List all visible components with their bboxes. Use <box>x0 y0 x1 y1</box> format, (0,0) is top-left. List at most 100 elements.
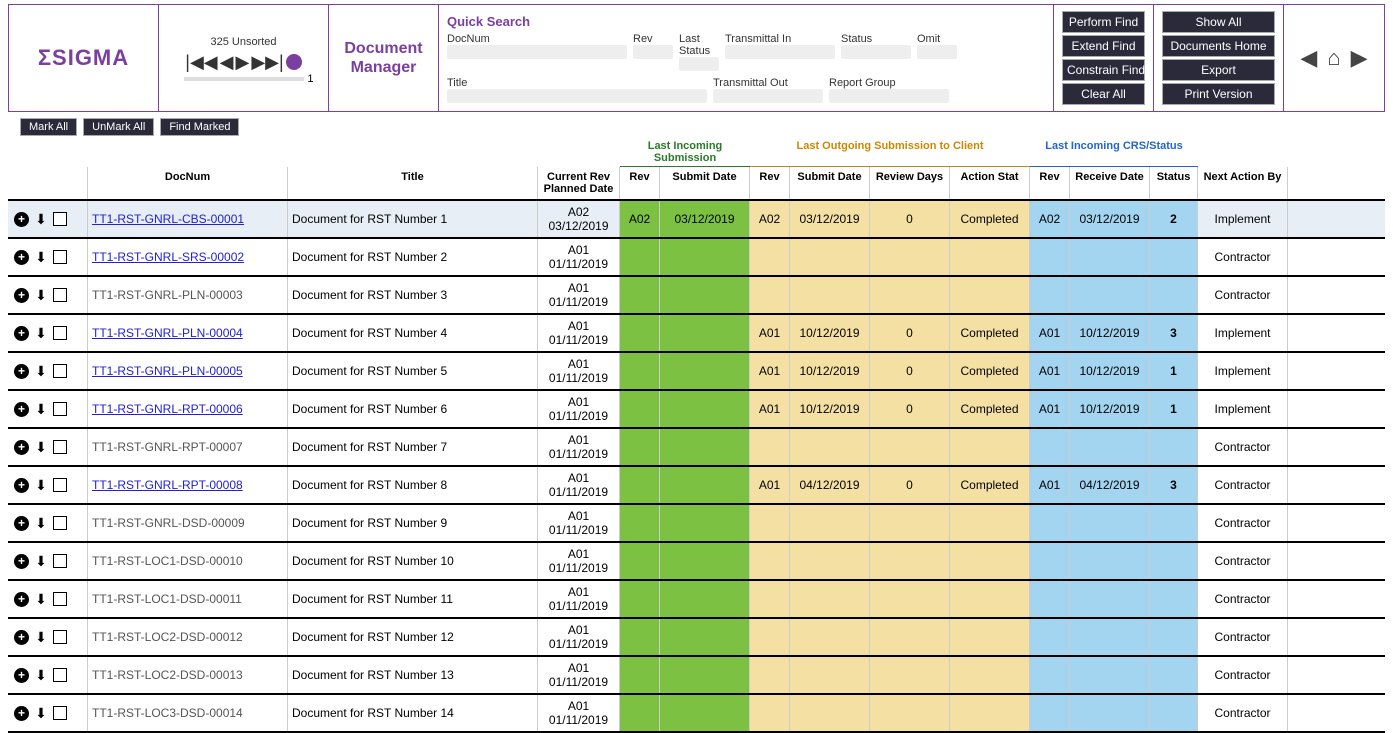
table-row[interactable]: +⬇TT1-RST-GNRL-PLN-00004Document for RST… <box>8 315 1385 353</box>
input-trans-out[interactable] <box>713 89 823 103</box>
expand-icon[interactable]: + <box>14 478 29 493</box>
table-row[interactable]: +⬇TT1-RST-GNRL-RPT-00006Document for RST… <box>8 391 1385 429</box>
expand-icon[interactable]: + <box>14 326 29 341</box>
mark-checkbox[interactable] <box>53 478 67 492</box>
mark-checkbox[interactable] <box>53 250 67 264</box>
nav-home-icon[interactable]: ⌂ <box>1327 45 1340 71</box>
col-crs-rev[interactable]: Rev <box>1030 167 1070 199</box>
nav-last-icon[interactable]: ▶▶| <box>251 52 283 73</box>
clear-all-button[interactable]: Clear All <box>1062 83 1145 105</box>
download-icon[interactable]: ⬇ <box>33 591 49 607</box>
mark-checkbox[interactable] <box>53 440 67 454</box>
expand-icon[interactable]: + <box>14 554 29 569</box>
table-row[interactable]: +⬇TT1-RST-GNRL-RPT-00008Document for RST… <box>8 467 1385 505</box>
col-current-rev[interactable]: Current Rev Planned Date <box>538 167 620 199</box>
col-docnum[interactable]: DocNum <box>88 167 288 199</box>
input-trans-in[interactable] <box>725 45 835 59</box>
download-icon[interactable]: ⬇ <box>33 325 49 341</box>
mark-checkbox[interactable] <box>53 630 67 644</box>
table-row[interactable]: +⬇TT1-RST-LOC2-DSD-00012Document for RST… <box>8 619 1385 657</box>
mark-checkbox[interactable] <box>53 364 67 378</box>
download-icon[interactable]: ⬇ <box>33 249 49 265</box>
show-all-button[interactable]: Show All <box>1162 11 1275 33</box>
extend-find-button[interactable]: Extend Find <box>1062 35 1145 57</box>
nav-next-icon[interactable]: ▶ <box>236 52 250 73</box>
mark-checkbox[interactable] <box>53 668 67 682</box>
col-inc-submit[interactable]: Submit Date <box>660 167 750 199</box>
docnum-link[interactable]: TT1-RST-GNRL-CBS-00001 <box>92 212 244 226</box>
input-title[interactable] <box>447 89 707 103</box>
docnum-link[interactable]: TT1-RST-GNRL-RPT-00006 <box>92 402 243 416</box>
table-row[interactable]: +⬇TT1-RST-GNRL-DSD-00009Document for RST… <box>8 505 1385 543</box>
download-icon[interactable]: ⬇ <box>33 705 49 721</box>
table-row[interactable]: +⬇TT1-RST-LOC3-DSD-00014Document for RST… <box>8 695 1385 733</box>
nav-back-icon[interactable]: ◀ <box>1300 45 1317 71</box>
col-receive-date[interactable]: Receive Date <box>1070 167 1150 199</box>
download-icon[interactable]: ⬇ <box>33 667 49 683</box>
col-out-rev[interactable]: Rev <box>750 167 790 199</box>
download-icon[interactable]: ⬇ <box>33 477 49 493</box>
input-status[interactable] <box>841 45 911 59</box>
nav-prev-icon[interactable]: ◀ <box>220 52 234 73</box>
mark-checkbox[interactable] <box>53 402 67 416</box>
col-next-action[interactable]: Next Action By <box>1198 167 1288 199</box>
input-rev[interactable] <box>633 45 673 59</box>
table-row[interactable]: +⬇TT1-RST-LOC1-DSD-00010Document for RST… <box>8 543 1385 581</box>
expand-icon[interactable]: + <box>14 250 29 265</box>
expand-icon[interactable]: + <box>14 630 29 645</box>
documents-home-button[interactable]: Documents Home <box>1162 35 1275 57</box>
col-out-submit[interactable]: Submit Date <box>790 167 870 199</box>
mark-checkbox[interactable] <box>53 554 67 568</box>
nav-forward-icon[interactable]: ▶ <box>1351 45 1368 71</box>
find-marked-button[interactable]: Find Marked <box>160 118 239 136</box>
download-icon[interactable]: ⬇ <box>33 515 49 531</box>
col-action-stat[interactable]: Action Stat <box>950 167 1030 199</box>
input-report-group[interactable] <box>829 89 949 103</box>
record-slider[interactable] <box>184 77 304 81</box>
expand-icon[interactable]: + <box>14 706 29 721</box>
col-title[interactable]: Title <box>288 167 538 199</box>
expand-icon[interactable]: + <box>14 592 29 607</box>
input-docnum[interactable] <box>447 45 627 59</box>
download-icon[interactable]: ⬇ <box>33 363 49 379</box>
table-row[interactable]: +⬇TT1-RST-LOC1-DSD-00011Document for RST… <box>8 581 1385 619</box>
perform-find-button[interactable]: Perform Find <box>1062 11 1145 33</box>
table-row[interactable]: +⬇TT1-RST-GNRL-SRS-00002Document for RST… <box>8 239 1385 277</box>
docnum-link[interactable]: TT1-RST-GNRL-PLN-00004 <box>92 326 243 340</box>
table-row[interactable]: +⬇TT1-RST-GNRL-RPT-00007Document for RST… <box>8 429 1385 467</box>
col-inc-rev[interactable]: Rev <box>620 167 660 199</box>
docnum-link[interactable]: TT1-RST-GNRL-SRS-00002 <box>92 250 244 264</box>
constrain-find-button[interactable]: Constrain Find <box>1062 59 1145 81</box>
expand-icon[interactable]: + <box>14 402 29 417</box>
download-icon[interactable]: ⬇ <box>33 553 49 569</box>
nav-record-icon[interactable] <box>286 54 302 70</box>
docnum-link[interactable]: TT1-RST-GNRL-RPT-00008 <box>92 478 243 492</box>
expand-icon[interactable]: + <box>14 668 29 683</box>
mark-checkbox[interactable] <box>53 326 67 340</box>
expand-icon[interactable]: + <box>14 288 29 303</box>
mark-all-button[interactable]: Mark All <box>20 118 77 136</box>
docnum-link[interactable]: TT1-RST-GNRL-PLN-00005 <box>92 364 243 378</box>
export-button[interactable]: Export <box>1162 59 1275 81</box>
nav-first-icon[interactable]: |◀◀ <box>185 52 217 73</box>
download-icon[interactable]: ⬇ <box>33 439 49 455</box>
expand-icon[interactable]: + <box>14 212 29 227</box>
mark-checkbox[interactable] <box>53 516 67 530</box>
col-crs-status[interactable]: Status <box>1150 167 1198 199</box>
expand-icon[interactable]: + <box>14 440 29 455</box>
print-version-button[interactable]: Print Version <box>1162 83 1275 105</box>
expand-icon[interactable]: + <box>14 364 29 379</box>
mark-checkbox[interactable] <box>53 706 67 720</box>
download-icon[interactable]: ⬇ <box>33 211 49 227</box>
unmark-all-button[interactable]: UnMark All <box>83 118 154 136</box>
mark-checkbox[interactable] <box>53 288 67 302</box>
table-row[interactable]: +⬇TT1-RST-GNRL-PLN-00003Document for RST… <box>8 277 1385 315</box>
table-row[interactable]: +⬇TT1-RST-GNRL-PLN-00005Document for RST… <box>8 353 1385 391</box>
col-review-days[interactable]: Review Days <box>870 167 950 199</box>
download-icon[interactable]: ⬇ <box>33 287 49 303</box>
download-icon[interactable]: ⬇ <box>33 401 49 417</box>
table-row[interactable]: +⬇TT1-RST-LOC2-DSD-00013Document for RST… <box>8 657 1385 695</box>
input-last-status[interactable] <box>679 57 719 71</box>
expand-icon[interactable]: + <box>14 516 29 531</box>
mark-checkbox[interactable] <box>53 212 67 226</box>
